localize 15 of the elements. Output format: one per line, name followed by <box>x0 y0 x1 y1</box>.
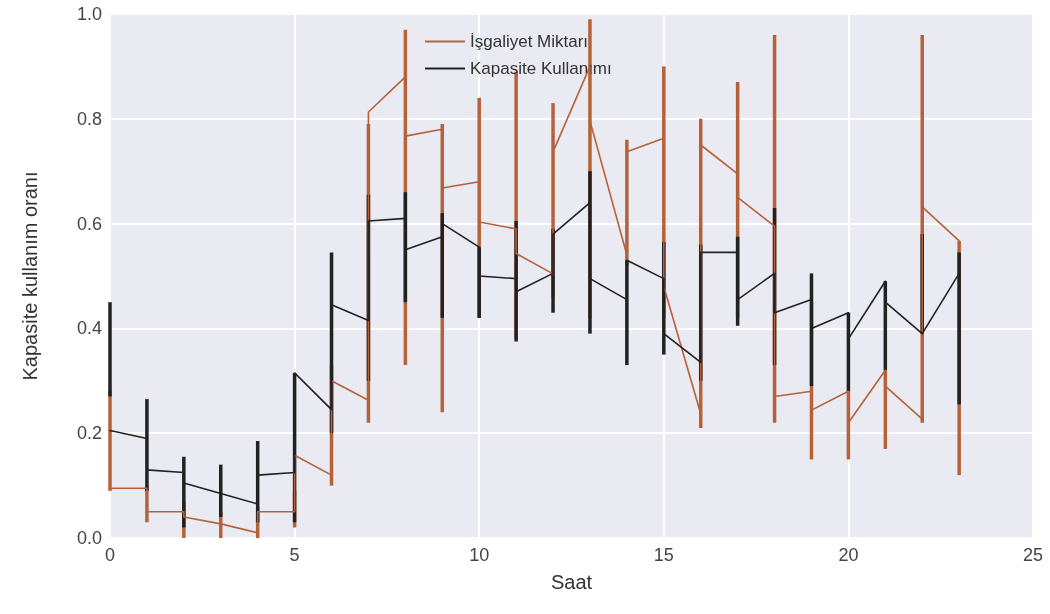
x-tick-label: 0 <box>104 545 116 565</box>
x-tick-label: 10 <box>469 545 490 565</box>
y-tick-label: 1.0 <box>76 4 102 24</box>
y-axis-title: Kapasite kullanım oranı <box>19 171 41 381</box>
x-tick-label: 20 <box>838 545 859 565</box>
y-tick-label: 0.8 <box>76 108 102 129</box>
y-tick-label: 0.0 <box>76 528 102 548</box>
y-tick-label: 0.2 <box>76 423 102 444</box>
y-tick-label: 0.6 <box>76 213 102 234</box>
y-tick-label: 0.4 <box>76 318 102 339</box>
x-tick-label: 15 <box>653 545 674 565</box>
x-axis-title: Saat <box>550 571 593 593</box>
legend-label: İşgaliyet Miktarı <box>470 32 589 51</box>
x-tick-label: 5 <box>289 545 300 565</box>
x-tick-label: 25 <box>1022 545 1044 565</box>
